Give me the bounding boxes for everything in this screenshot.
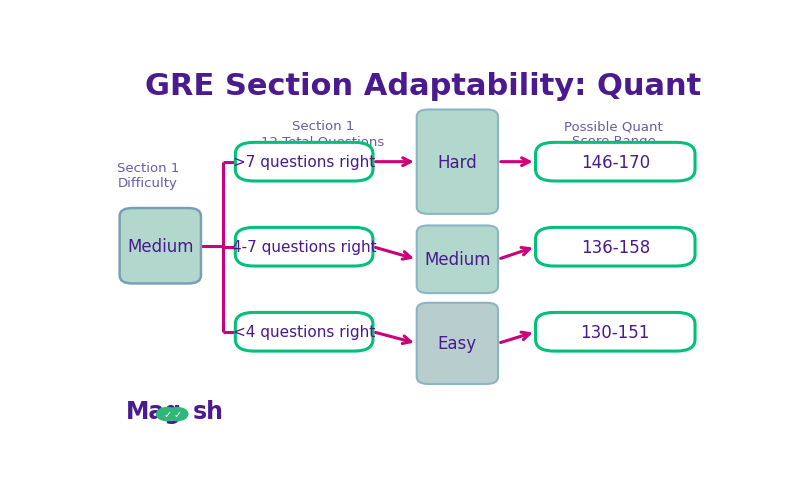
Text: <4 questions right: <4 questions right bbox=[233, 325, 375, 340]
Text: ✓: ✓ bbox=[174, 409, 182, 419]
Text: >7 questions right: >7 questions right bbox=[233, 155, 375, 170]
Text: Possible Quant
Score Range: Possible Quant Score Range bbox=[564, 120, 663, 148]
Circle shape bbox=[157, 408, 178, 421]
Text: 136-158: 136-158 bbox=[581, 238, 650, 256]
Text: Medium: Medium bbox=[127, 237, 194, 255]
Text: ✓: ✓ bbox=[163, 409, 171, 419]
FancyBboxPatch shape bbox=[119, 208, 201, 284]
FancyBboxPatch shape bbox=[416, 226, 498, 294]
Text: Medium: Medium bbox=[424, 251, 491, 269]
Text: Hard: Hard bbox=[437, 153, 477, 171]
Text: Section 1
Difficulty: Section 1 Difficulty bbox=[116, 161, 179, 189]
FancyBboxPatch shape bbox=[536, 228, 695, 267]
Text: 146-170: 146-170 bbox=[581, 153, 650, 171]
Text: sh: sh bbox=[193, 399, 224, 423]
Text: Mag: Mag bbox=[126, 399, 182, 423]
FancyBboxPatch shape bbox=[416, 303, 498, 384]
Text: Section 2
Difficulty: Section 2 Difficulty bbox=[429, 120, 491, 148]
FancyBboxPatch shape bbox=[536, 313, 695, 351]
Text: Easy: Easy bbox=[438, 335, 477, 353]
Text: GRE Section Adaptability: Quant: GRE Section Adaptability: Quant bbox=[144, 72, 701, 101]
Text: Section 1
12 Total Questions: Section 1 12 Total Questions bbox=[261, 120, 384, 148]
FancyBboxPatch shape bbox=[236, 143, 373, 182]
FancyBboxPatch shape bbox=[236, 313, 373, 351]
FancyBboxPatch shape bbox=[536, 143, 695, 182]
Circle shape bbox=[166, 408, 188, 421]
Text: 130-151: 130-151 bbox=[580, 323, 650, 341]
FancyBboxPatch shape bbox=[416, 110, 498, 214]
FancyBboxPatch shape bbox=[236, 228, 373, 267]
Text: 4-7 questions right: 4-7 questions right bbox=[232, 240, 376, 255]
